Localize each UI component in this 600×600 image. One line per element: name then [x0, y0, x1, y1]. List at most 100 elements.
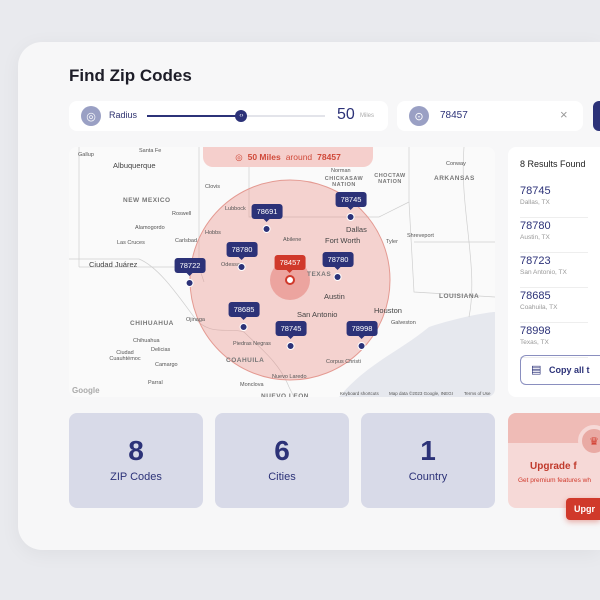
stat-label: Country: [408, 471, 448, 483]
result-zip: 78723: [520, 255, 551, 267]
radius-control: ◎ Radius ‹› 50 Miles: [69, 101, 388, 131]
location-pin-icon: ⊙: [409, 106, 429, 126]
zip-marker[interactable]: 78722: [174, 258, 206, 287]
keyboard-shortcuts-link[interactable]: Keyboard shortcuts: [340, 391, 379, 396]
city-label: Austin: [324, 292, 345, 301]
stat-cities: 6 Cities: [215, 413, 349, 508]
clear-icon[interactable]: ×: [560, 107, 568, 122]
city-label: Houston: [374, 306, 402, 315]
banner-zip: 78457: [317, 152, 341, 162]
city-label: Hobbs: [205, 230, 221, 236]
city-label: Ciudad Juárez: [89, 260, 138, 269]
marker-dot: [286, 342, 295, 350]
city-label: Carlsbad: [175, 238, 198, 244]
city-label: Galveston: [391, 320, 416, 326]
stat-label: Cities: [268, 471, 296, 483]
result-place: San Antonio, TX: [520, 269, 567, 276]
marker-label: 78998: [346, 321, 378, 339]
city-label: Ojinaga: [186, 317, 205, 323]
region-label: LOUISIANA: [439, 293, 480, 300]
city-label: Conway: [446, 161, 466, 167]
slider-thumb[interactable]: ‹›: [235, 110, 248, 122]
result-item[interactable]: 78723 San Antonio, TX: [520, 253, 588, 288]
clipboard-icon: ▤: [531, 364, 542, 376]
marker-label: 78722: [174, 258, 206, 276]
upgrade-title: Upgrade f: [530, 461, 577, 472]
city-label: Nuevo Laredo: [272, 374, 307, 380]
banner-miles: 50 Miles: [247, 152, 281, 162]
city-label: Piedras Negras: [233, 341, 271, 347]
region-label: COAHUILA: [226, 357, 265, 364]
zip-marker[interactable]: 78745: [335, 192, 367, 221]
city-label: Roswell: [172, 211, 192, 217]
zip-marker[interactable]: 78998: [346, 321, 378, 350]
center-marker[interactable]: 78457: [274, 255, 306, 273]
zip-input[interactable]: ⊙ 78457 ×: [397, 101, 583, 131]
map[interactable]: ◎ 50 Miles around 78457 Gallup Santa Fe Al…: [69, 147, 495, 397]
stat-value: 8: [128, 435, 144, 466]
region-label: NEW MEXICO: [123, 197, 171, 204]
marker-dot: [262, 225, 271, 233]
result-item[interactable]: 78780 Austin, TX: [520, 218, 588, 253]
radar-icon: ◎: [235, 151, 243, 162]
upgrade-card: ♛ Upgrade f Get premium features wh: [508, 413, 600, 508]
result-zip: 78998: [520, 325, 551, 337]
banner-around: around: [285, 152, 313, 162]
terms-link[interactable]: Terms of Use: [464, 391, 491, 396]
result-item[interactable]: 78745 Dallas, TX: [520, 183, 588, 218]
city-label: Norman: [331, 168, 351, 174]
city-label: Fort Worth: [325, 236, 361, 245]
zip-marker[interactable]: 78745: [275, 321, 307, 350]
zip-value[interactable]: 78457: [440, 110, 468, 121]
marker-dot: [239, 323, 248, 331]
marker-label: 78457: [274, 255, 306, 273]
search-button[interactable]: [593, 101, 600, 131]
city-label: Parral: [148, 380, 163, 386]
zip-marker[interactable]: 78780: [322, 252, 354, 281]
marker-label: 78780: [226, 242, 258, 260]
copy-all-button[interactable]: ▤ Copy all t: [520, 355, 600, 385]
marker-label: 78745: [275, 321, 307, 339]
radius-slider[interactable]: ‹›: [147, 110, 325, 122]
result-zip: 78745: [520, 185, 551, 197]
city-label: Las Cruces: [117, 240, 145, 246]
city-label: Abilene: [283, 237, 302, 243]
region-label: ARKANSAS: [434, 175, 475, 182]
stat-zip-codes: 8 ZIP Codes: [69, 413, 203, 508]
marker-label: 78691: [251, 204, 283, 222]
map-data-attribution: Map data ©2023 Google, INEGI: [389, 391, 453, 396]
radius-banner: ◎ 50 Miles around 78457: [203, 147, 373, 167]
radius-label: Radius: [109, 110, 138, 120]
stat-label: ZIP Codes: [110, 471, 162, 483]
zip-marker[interactable]: 78691: [251, 204, 283, 233]
gulf-water: [339, 312, 495, 397]
city-label: Gallup: [78, 152, 94, 158]
zip-marker[interactable]: 78780: [226, 242, 258, 271]
result-place: Austin, TX: [520, 234, 550, 241]
marker-dot: [346, 213, 355, 221]
result-item[interactable]: 78685 Coahuila, TX: [520, 288, 588, 323]
copy-label: Copy all t: [549, 365, 590, 375]
city-label: Corpus Christi: [326, 359, 361, 365]
upgrade-button[interactable]: Upgr: [566, 498, 600, 520]
city-label: Shreveport: [407, 233, 434, 239]
city-label: Odessa: [221, 262, 240, 268]
city-label: Clovis: [205, 184, 220, 190]
map-background: [69, 147, 495, 397]
radius-unit: Miles: [360, 113, 375, 119]
result-item[interactable]: 78998 Texas, TX: [520, 323, 588, 358]
marker-label: 78685: [228, 302, 260, 320]
stat-value: 6: [274, 435, 290, 466]
region-label: TEXAS: [307, 271, 332, 278]
city-label: Delicias: [151, 347, 171, 353]
zip-marker[interactable]: 78685: [228, 302, 260, 331]
stat-value: 1: [420, 435, 436, 466]
radar-icon: ◎: [81, 106, 101, 126]
marker-dot: [185, 279, 194, 287]
city-label: Dallas: [346, 225, 367, 234]
results-heading: 8 Results Found: [520, 159, 586, 169]
marker-dot: [237, 263, 246, 271]
city-label: Chihuahua: [133, 338, 160, 344]
city-label: Ciudad Cuauhtémoc: [109, 350, 141, 363]
stat-country: 1 Country: [361, 413, 495, 508]
